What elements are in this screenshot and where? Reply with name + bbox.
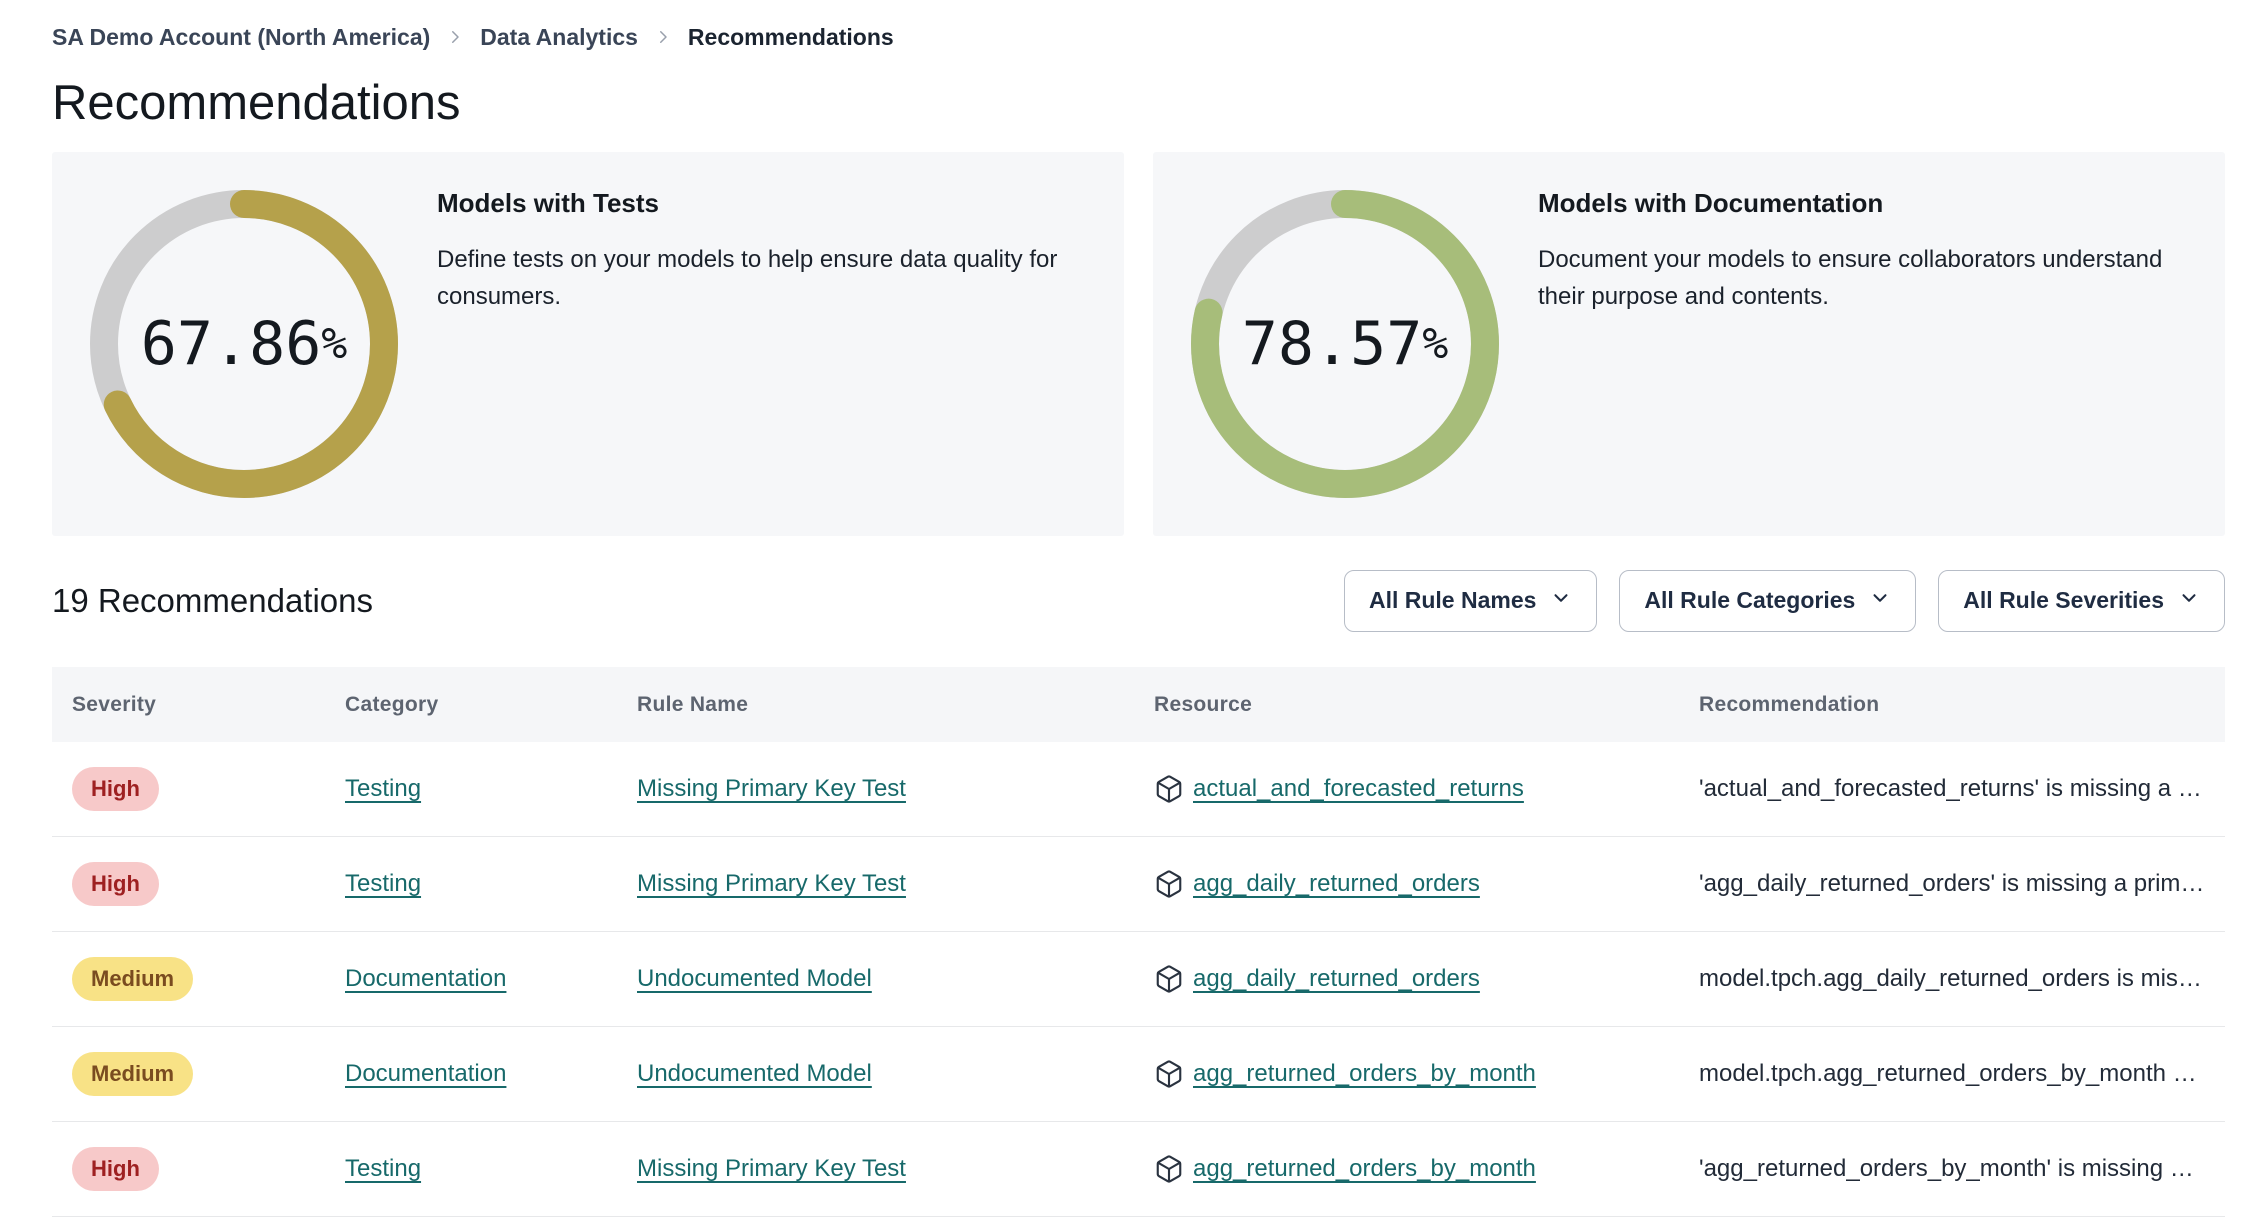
- category-link[interactable]: Testing: [345, 1155, 422, 1182]
- chevron-down-icon: [1869, 587, 1891, 615]
- list-header: 19 Recommendations All Rule Names All Ru…: [52, 569, 2225, 632]
- rule-severities-filter-button[interactable]: All Rule Severities: [1938, 569, 2225, 632]
- models-with-documentation-card: 78.57% Models with Documentation Documen…: [1153, 152, 2225, 536]
- table-row: High Testing Missing Primary Key Test ag…: [52, 837, 2225, 932]
- category-link[interactable]: Documentation: [345, 1060, 507, 1087]
- model-cube-icon: [1154, 964, 1184, 994]
- documentation-card-text: Models with Documentation Document your …: [1538, 152, 2178, 315]
- category-link[interactable]: Testing: [345, 775, 422, 802]
- column-header-rule-name: Rule Name: [637, 692, 749, 716]
- recommendations-table: Severity Category Rule Name Resource Rec…: [52, 667, 2225, 1217]
- severity-badge: Medium: [72, 957, 194, 1001]
- severity-badge: High: [72, 862, 159, 906]
- recommendation-text: 'actual_and_forecasted_returns' is missi…: [1699, 775, 2202, 802]
- recommendation-text: model.tpch.agg_daily_returned_orders is …: [1699, 965, 2202, 992]
- summary-cards: 67.86% Models with Tests Define tests on…: [52, 152, 2225, 536]
- breadcrumb-item-current: Recommendations: [687, 23, 894, 50]
- column-header-recommendation: Recommendation: [1699, 692, 1880, 716]
- column-header-severity: Severity: [72, 692, 157, 716]
- chevron-down-icon: [1550, 587, 1572, 615]
- table-row: Medium Documentation Undocumented Model …: [52, 932, 2225, 1027]
- recommendation-text: 'agg_daily_returned_orders' is missing a…: [1699, 870, 2205, 897]
- rule-categories-filter-button[interactable]: All Rule Categories: [1619, 569, 1917, 632]
- resource-link[interactable]: agg_returned_orders_by_month: [1193, 1155, 1536, 1182]
- model-cube-icon: [1154, 1059, 1184, 1089]
- chevron-down-icon: [2178, 587, 2200, 615]
- recommendations-count: 19 Recommendations: [52, 581, 374, 619]
- resource-link[interactable]: actual_and_forecasted_returns: [1193, 775, 1524, 802]
- breadcrumb: SA Demo Account (North America) Data Ana…: [52, 22, 2225, 52]
- documentation-card-title: Models with Documentation: [1538, 188, 1884, 218]
- category-link[interactable]: Testing: [345, 870, 422, 897]
- tests-card-description: Define tests on your models to help ensu…: [437, 246, 1058, 310]
- model-cube-icon: [1154, 869, 1184, 899]
- resource-link[interactable]: agg_daily_returned_orders: [1193, 965, 1480, 992]
- recommendation-text: model.tpch.agg_returned_orders_by_month …: [1699, 1060, 2197, 1087]
- breadcrumb-item-project[interactable]: Data Analytics: [480, 23, 638, 50]
- documentation-percent-label: 78.57%: [1241, 309, 1449, 379]
- table-header-row: Severity Category Rule Name Resource Rec…: [52, 667, 2225, 742]
- rule-name-link[interactable]: Undocumented Model: [637, 965, 872, 992]
- rule-names-filter-label: All Rule Names: [1368, 587, 1537, 613]
- resource-link[interactable]: agg_returned_orders_by_month: [1193, 1060, 1536, 1087]
- model-cube-icon: [1154, 774, 1184, 804]
- model-cube-icon: [1154, 1154, 1184, 1184]
- tests-donut-chart: 67.86%: [89, 189, 399, 499]
- category-link[interactable]: Documentation: [345, 965, 507, 992]
- breadcrumb-item-account[interactable]: SA Demo Account (North America): [52, 23, 431, 50]
- recommendation-text: 'agg_returned_orders_by_month' is missin…: [1699, 1155, 2194, 1182]
- column-header-resource: Resource: [1154, 692, 1253, 716]
- tests-percent-label: 67.86%: [140, 309, 348, 379]
- models-with-tests-card: 67.86% Models with Tests Define tests on…: [52, 152, 1124, 536]
- table-row: High Testing Missing Primary Key Test ac…: [52, 742, 2225, 837]
- tests-card-title: Models with Tests: [437, 188, 659, 218]
- severity-badge: High: [72, 1147, 159, 1191]
- tests-card-text: Models with Tests Define tests on your m…: [437, 152, 1077, 315]
- documentation-card-description: Document your models to ensure collabora…: [1538, 246, 2163, 310]
- rule-name-link[interactable]: Missing Primary Key Test: [637, 775, 906, 802]
- rule-severities-filter-label: All Rule Severities: [1963, 587, 2164, 613]
- table-row: Medium Documentation Undocumented Model …: [52, 1027, 2225, 1122]
- column-header-category: Category: [345, 692, 439, 716]
- severity-badge: Medium: [72, 1052, 194, 1096]
- severity-badge: High: [72, 767, 159, 811]
- rule-name-link[interactable]: Undocumented Model: [637, 1060, 872, 1087]
- rule-name-link[interactable]: Missing Primary Key Test: [637, 870, 906, 897]
- rule-names-filter-button[interactable]: All Rule Names: [1343, 569, 1598, 632]
- rule-categories-filter-label: All Rule Categories: [1644, 587, 1856, 613]
- table-row: High Testing Missing Primary Key Test ag…: [52, 1122, 2225, 1217]
- documentation-donut-chart: 78.57%: [1190, 189, 1500, 499]
- chevron-right-icon: [446, 28, 464, 46]
- rule-name-link[interactable]: Missing Primary Key Test: [637, 1155, 906, 1182]
- resource-link[interactable]: agg_daily_returned_orders: [1193, 870, 1480, 897]
- page-title: Recommendations: [52, 76, 461, 130]
- filter-bar: All Rule Names All Rule Categories All R…: [1343, 569, 2225, 632]
- chevron-right-icon: [654, 28, 672, 46]
